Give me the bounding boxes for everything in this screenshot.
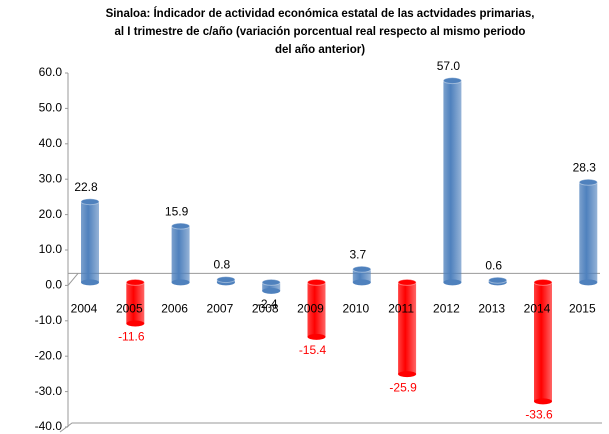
y-tick-label: 50.0 xyxy=(39,101,63,115)
bar-top xyxy=(533,278,553,286)
bar xyxy=(442,77,462,286)
zero-line-depth xyxy=(67,273,79,286)
bar xyxy=(352,265,372,286)
x-tick-label: 2009 xyxy=(297,302,324,316)
x-tick-label: 2007 xyxy=(207,302,234,316)
bar xyxy=(261,278,281,294)
x-tick-label: 2004 xyxy=(71,302,98,316)
value-label: -25.9 xyxy=(389,380,417,394)
y-tick-label: -30.0 xyxy=(35,384,63,398)
value-label: 15.9 xyxy=(165,204,189,218)
value-label: 22.8 xyxy=(74,180,98,194)
y-tick-label: 20.0 xyxy=(39,207,63,221)
bar-top xyxy=(125,278,145,286)
bar xyxy=(125,278,145,327)
x-tick-label: 2012 xyxy=(433,302,460,316)
bar-body xyxy=(262,282,281,291)
value-label: 0.6 xyxy=(485,258,502,272)
bar-bottom xyxy=(443,279,462,286)
bar-top xyxy=(442,77,462,85)
value-label: 3.7 xyxy=(349,247,366,261)
x-tick-label: 2008 xyxy=(252,302,279,316)
value-label: 57.0 xyxy=(437,59,461,73)
value-label: -15.4 xyxy=(299,343,327,357)
bar xyxy=(533,278,553,405)
bar-bottom xyxy=(534,398,552,405)
x-tick-label: 2010 xyxy=(342,302,369,316)
y-tick-label: 0.0 xyxy=(45,278,62,292)
bar-top xyxy=(216,276,236,284)
bar-body xyxy=(534,282,552,402)
bar-body xyxy=(579,182,598,283)
bar-top xyxy=(80,198,100,206)
bar-top xyxy=(352,265,372,273)
y-tick-label: -10.0 xyxy=(35,313,63,327)
x-tick-label: 2011 xyxy=(388,302,414,316)
bar-bottom xyxy=(126,320,145,327)
y-tick-label: 40.0 xyxy=(39,136,63,150)
bar-bottom xyxy=(352,279,371,286)
y-tick-label: 30.0 xyxy=(39,171,63,185)
bar-top xyxy=(261,278,281,286)
bar-body xyxy=(443,80,462,283)
bar xyxy=(216,276,236,286)
value-label: -2.4 xyxy=(257,297,278,311)
bar-bottom xyxy=(262,287,281,294)
x-tick-label: 2014 xyxy=(524,302,551,316)
x-tick-label: 2006 xyxy=(161,302,188,316)
bar-body xyxy=(126,282,145,324)
bar-body xyxy=(307,282,326,337)
value-label: 0.8 xyxy=(214,258,231,272)
floor xyxy=(59,422,602,433)
bar xyxy=(171,222,191,286)
bar-bottom xyxy=(81,279,99,286)
bar xyxy=(578,178,598,286)
value-label: -11.6 xyxy=(118,330,145,344)
y-tick-label: 10.0 xyxy=(39,242,63,256)
bar xyxy=(397,278,417,378)
bar-top xyxy=(307,278,326,286)
bar-top xyxy=(397,278,417,286)
bar xyxy=(307,278,326,340)
value-label: -33.6 xyxy=(525,408,553,422)
bar xyxy=(80,198,100,286)
bar-body xyxy=(171,226,190,283)
bar xyxy=(488,276,508,286)
bar-top xyxy=(171,222,191,230)
x-tick-label: 2005 xyxy=(116,302,143,316)
chart-title: del año anterior) xyxy=(275,44,365,56)
value-label: 28.3 xyxy=(573,160,597,174)
bar-top xyxy=(488,276,508,284)
bar-bottom xyxy=(307,333,326,340)
bar-body xyxy=(352,269,371,283)
bar-bottom xyxy=(579,279,598,286)
y-tick-label: 60.0 xyxy=(39,65,63,79)
bar-bottom xyxy=(398,371,417,378)
chart-title: Sinaloa: Índicador de actividad económic… xyxy=(106,7,535,20)
bar-body xyxy=(398,282,417,375)
x-tick-label: 2015 xyxy=(569,302,596,316)
bar-body xyxy=(81,201,99,283)
y-tick-label: -40.0 xyxy=(35,419,63,433)
y-tick-label: -20.0 xyxy=(35,348,63,362)
bar-bottom xyxy=(171,279,190,286)
x-tick-label: 2013 xyxy=(478,302,505,316)
chart-title: al I trimestre de c/año (variación porce… xyxy=(115,26,526,38)
bar-top xyxy=(578,178,598,186)
